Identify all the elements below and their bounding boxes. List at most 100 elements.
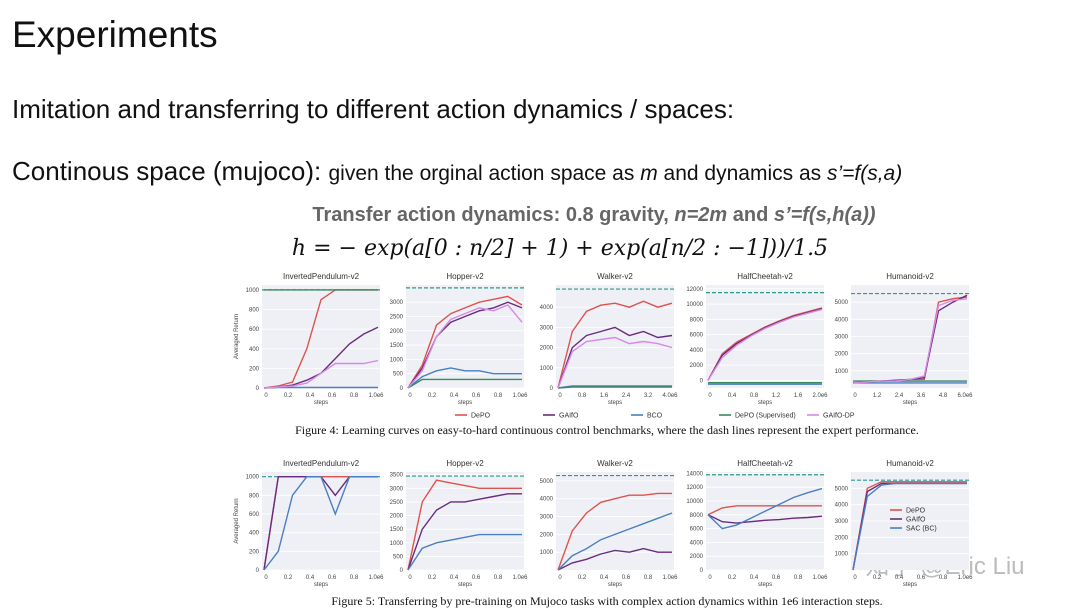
x-tick-label: 1.0e6 (957, 575, 973, 581)
figure-caption: Figure 4: Learning curves on easy-to-har… (295, 423, 919, 437)
x-axis-label: steps (458, 582, 472, 588)
series-line (707, 514, 823, 524)
y-axis-label: Averaged Return (234, 498, 240, 543)
x-tick-label: 2.0e6 (812, 393, 828, 399)
series-line (557, 512, 673, 571)
x-tick-label: 0.8 (750, 393, 759, 399)
x-tick-label: 1.0e6 (512, 575, 528, 581)
series-line (263, 476, 378, 571)
series-line (557, 326, 673, 389)
y-tick-label: 6000 (690, 333, 704, 339)
x-tick-label: 0 (708, 575, 712, 581)
x-tick-label: 2.4 (895, 393, 904, 399)
y-tick-label: 600 (249, 327, 260, 333)
x-tick-label: 1.2 (772, 393, 781, 399)
series-line (407, 479, 522, 571)
formula: h = − exp(a[0 : n/2] + 1) + exp(a[n/2 : … (291, 236, 829, 261)
x-tick-label: 0 (264, 575, 268, 581)
series-line (407, 533, 522, 571)
x-tick-label: 0 (264, 393, 268, 399)
text: given the orginal action space as (328, 162, 641, 185)
figure-caption: Figure 5: Transferring by pre-training o… (331, 594, 882, 608)
text: and (727, 204, 774, 226)
y-tick-label: 5000 (835, 300, 849, 306)
panel-title: HalfCheetah-v2 (737, 459, 793, 468)
y-tick-label: 400 (249, 347, 260, 353)
y-tick-label: 10000 (686, 302, 703, 308)
y-tick-label: 2000 (690, 554, 704, 560)
y-tick-label: 8000 (690, 513, 704, 519)
y-tick-label: 3000 (390, 300, 404, 306)
y-tick-label: 5000 (835, 486, 849, 492)
x-tick-label: 0.6 (472, 575, 481, 581)
x-tick-label: 4.8 (939, 393, 948, 399)
series-line (407, 493, 522, 571)
y-tick-label: 4000 (835, 317, 849, 323)
x-tick-label: 0.2 (428, 575, 437, 581)
legend-label: DePO (Supervised) (735, 413, 796, 420)
x-tick-label: 0.8 (794, 575, 803, 581)
series-line (557, 547, 672, 571)
x-tick-label: 0.6 (622, 575, 631, 581)
y-tick-label: 2000 (540, 532, 554, 538)
y-tick-label: 6000 (690, 527, 704, 533)
y-tick-label: 1000 (540, 366, 554, 372)
x-tick-label: 0.6 (328, 575, 337, 581)
series-line (557, 300, 673, 389)
y-tick-label: 3500 (390, 473, 404, 479)
y-tick-label: 1000 (246, 288, 260, 294)
x-tick-label: 0.8 (350, 575, 359, 581)
x-tick-label: 0 (408, 575, 412, 581)
panel-title: Walker-v2 (597, 459, 633, 468)
x-tick-label: 0.2 (873, 575, 882, 581)
y-tick-label: 1000 (540, 550, 554, 556)
subtitle: Transfer action dynamics: 0.8 gravity, n… (0, 204, 1080, 227)
x-tick-label: 0 (408, 393, 412, 399)
x-tick-label: 0.6 (472, 393, 481, 399)
y-tick-label: 8000 (690, 317, 704, 323)
legend-label: SAC (BC) (906, 526, 937, 533)
y-tick-label: 0 (550, 386, 554, 392)
x-tick-label: 1.0e6 (368, 575, 384, 581)
y-tick-label: 200 (249, 549, 260, 555)
plot-area (406, 285, 524, 388)
y-tick-label: 0 (256, 386, 260, 392)
series-line (557, 386, 672, 389)
y-tick-label: 3000 (835, 335, 849, 341)
x-tick-label: 0 (558, 575, 562, 581)
x-tick-label: 0 (853, 393, 857, 399)
x-tick-label: 0.4 (895, 575, 904, 581)
y-tick-label: 3000 (540, 515, 554, 521)
y-tick-label: 1000 (390, 541, 404, 547)
x-tick-label: 1.6 (794, 393, 803, 399)
series-line (557, 336, 673, 389)
panel-title: Hopper-v2 (446, 272, 484, 281)
text: s’=f(s,h(a)) (773, 204, 876, 226)
y-tick-label: 4000 (540, 497, 554, 503)
y-tick-label: 4000 (835, 503, 849, 509)
y-tick-label: 12000 (686, 485, 703, 491)
x-tick-label: 0.4 (306, 575, 315, 581)
text: n=2m (674, 204, 728, 226)
series-line (852, 482, 967, 571)
panel-title: Humanoid-v2 (886, 459, 934, 468)
y-tick-label: 2000 (835, 352, 849, 358)
x-axis-label: steps (758, 400, 772, 406)
plot-area (706, 285, 824, 388)
y-tick-label: 2000 (390, 514, 404, 520)
x-axis-label: steps (314, 400, 328, 406)
series-line (707, 487, 823, 530)
y-tick-label: 800 (249, 493, 260, 499)
legend-label: GAIfO-DP (823, 413, 855, 420)
x-axis-label: steps (903, 400, 917, 406)
panel-title: Walker-v2 (597, 272, 633, 281)
legend-label: DePO (906, 508, 926, 515)
x-tick-label: 1.6 (600, 393, 609, 399)
y-tick-label: 2500 (390, 314, 404, 320)
y-tick-label: 1000 (390, 357, 404, 363)
x-tick-label: 0.2 (728, 575, 737, 581)
series-line (407, 367, 522, 389)
x-tick-label: 3.6 (917, 393, 926, 399)
text: m (640, 162, 658, 185)
